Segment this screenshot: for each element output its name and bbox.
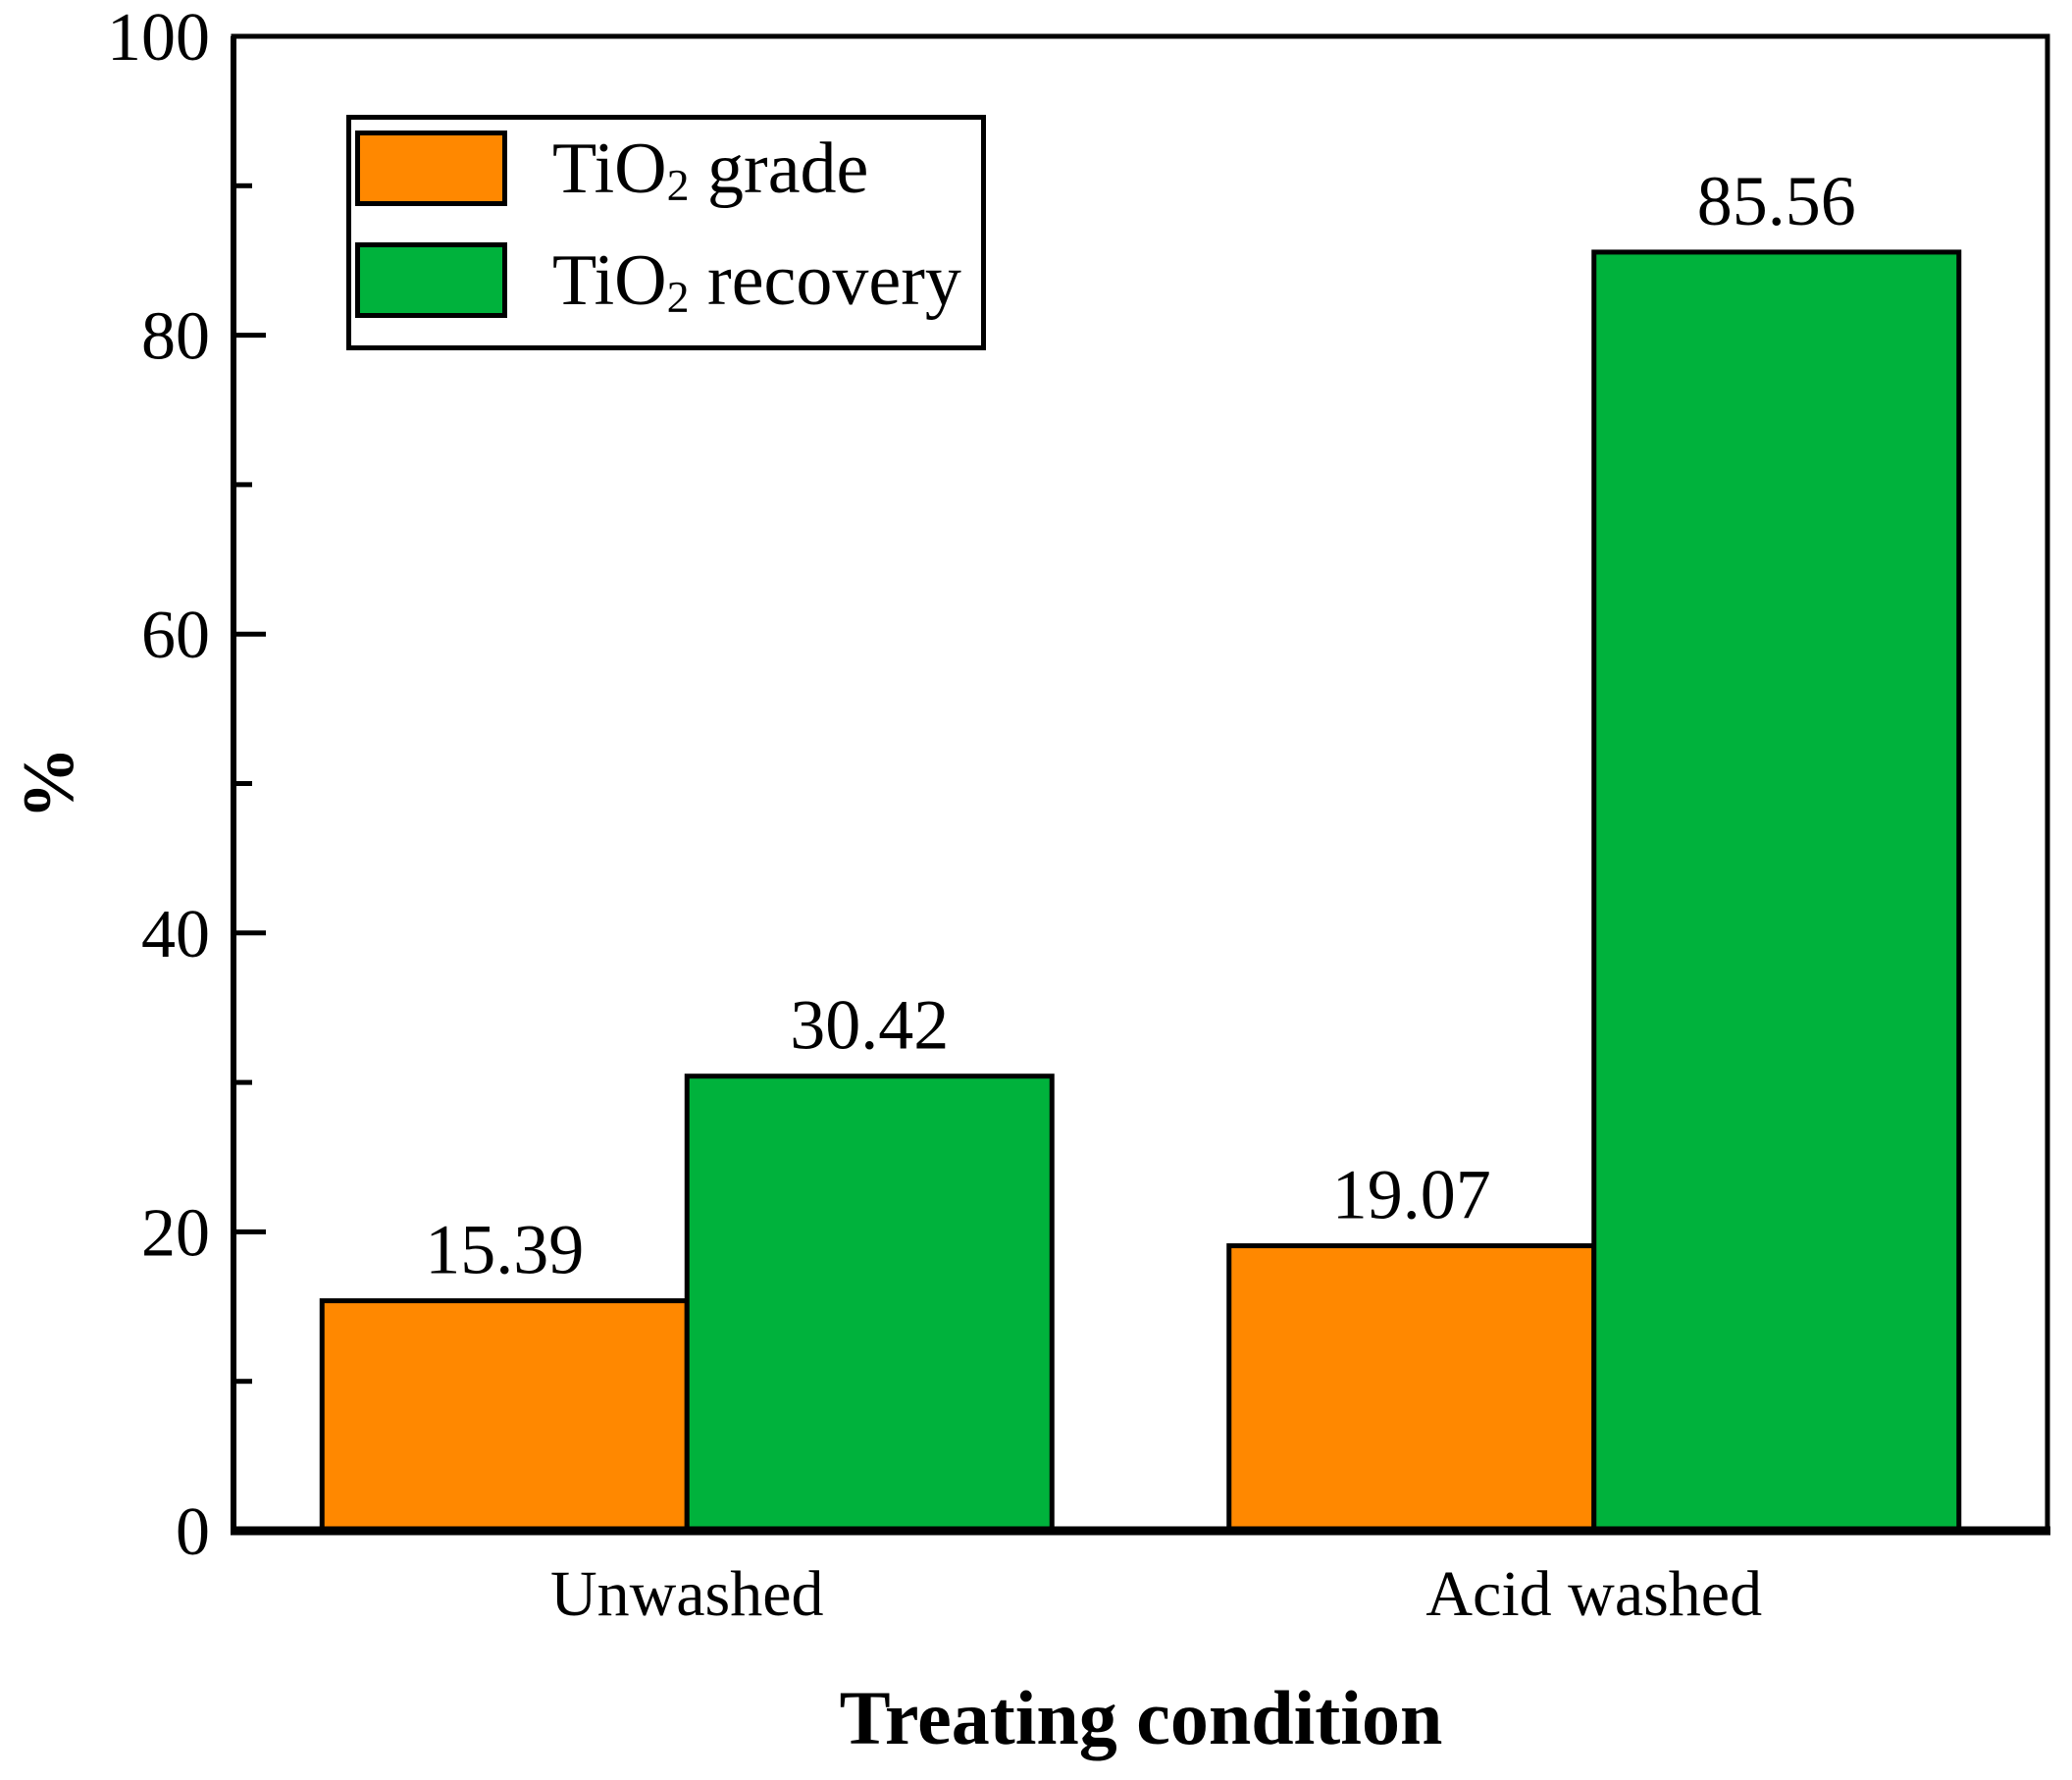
category-label-unwashed: Unwashed bbox=[550, 1558, 824, 1630]
value-label-unwashed-tio2-recovery: 30.42 bbox=[790, 986, 949, 1065]
y-tick-label-40: 40 bbox=[141, 897, 210, 972]
legend: TiO2 grade TiO2 recovery bbox=[346, 115, 986, 350]
legend-item-tio2-recovery: TiO2 recovery bbox=[355, 239, 981, 322]
y-tick-label-80: 80 bbox=[141, 299, 210, 375]
bar-acid-washed-tio2-recovery bbox=[1591, 249, 1962, 1534]
value-label-acid-washed-tio2-recovery: 85.56 bbox=[1697, 162, 1856, 240]
y-axis-title: % bbox=[9, 747, 89, 819]
legend-swatch-tio2-recovery bbox=[355, 242, 507, 318]
y-tick-label-60: 60 bbox=[141, 598, 210, 673]
legend-label-tio2-grade: TiO2 grade bbox=[552, 128, 869, 210]
y-tick-label-20: 20 bbox=[141, 1195, 210, 1271]
bar-unwashed-tio2-recovery bbox=[684, 1073, 1055, 1534]
bar-acid-washed-tio2-grade bbox=[1226, 1243, 1597, 1534]
bar-unwashed-tio2-grade bbox=[319, 1298, 690, 1534]
y-tick-label-0: 0 bbox=[176, 1494, 210, 1570]
value-label-acid-washed-tio2-grade: 19.07 bbox=[1332, 1156, 1491, 1234]
x-axis-title: Treating condition bbox=[839, 1675, 1443, 1760]
legend-label-tio2-recovery: TiO2 recovery bbox=[552, 239, 961, 322]
value-label-unwashed-tio2-grade: 15.39 bbox=[425, 1211, 584, 1289]
y-tick-label-100: 100 bbox=[107, 0, 210, 76]
category-label-acid-washed: Acid washed bbox=[1425, 1558, 1762, 1630]
legend-swatch-tio2-grade bbox=[355, 131, 507, 206]
legend-item-tio2-grade: TiO2 grade bbox=[355, 128, 981, 210]
